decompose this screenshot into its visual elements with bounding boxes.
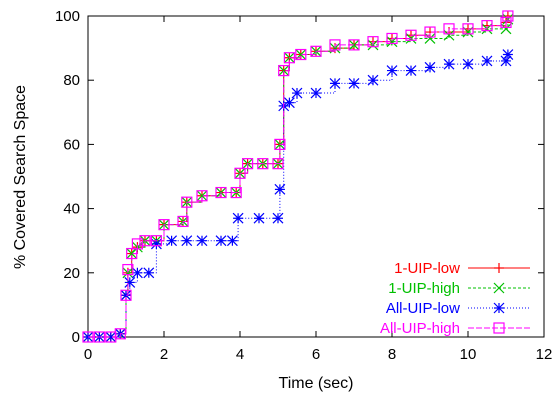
data-point xyxy=(283,52,295,64)
data-point xyxy=(462,23,474,35)
series-2 xyxy=(82,49,514,343)
data-point xyxy=(329,39,341,51)
axis-ticks: 0 2 4 6 8 10 12 0 20 40 60 80 100 xyxy=(55,8,552,363)
data-point xyxy=(257,158,269,170)
legend-marker xyxy=(493,322,505,334)
x-tick-label: 10 xyxy=(460,346,477,363)
data-point xyxy=(278,64,290,77)
series-layer xyxy=(82,10,514,343)
data-point xyxy=(367,74,379,86)
data-point xyxy=(424,61,436,73)
data-point xyxy=(150,238,162,250)
y-tick-label: 0 xyxy=(72,329,80,346)
data-point xyxy=(481,20,493,32)
data-point xyxy=(310,45,322,57)
data-point xyxy=(500,23,512,35)
data-point xyxy=(120,289,132,301)
legend-label: All-UIP-high xyxy=(380,320,460,337)
x-tick-label: 2 xyxy=(160,346,168,363)
series-line xyxy=(88,16,509,338)
data-point xyxy=(253,212,265,224)
data-point xyxy=(158,219,170,231)
data-point xyxy=(443,23,455,35)
data-point xyxy=(386,65,398,76)
data-point xyxy=(405,29,417,41)
data-point xyxy=(196,235,208,247)
data-point xyxy=(196,190,208,202)
data-point xyxy=(215,186,227,199)
data-point xyxy=(310,87,322,99)
data-point xyxy=(181,235,193,247)
data-point xyxy=(405,65,417,76)
data-point xyxy=(114,328,126,340)
data-point xyxy=(348,39,360,51)
data-point xyxy=(105,331,117,343)
data-point xyxy=(196,190,208,202)
x-tick-label: 0 xyxy=(84,346,92,363)
data-point xyxy=(120,289,132,301)
legend-marker xyxy=(493,282,505,294)
data-point xyxy=(462,58,474,70)
data-point xyxy=(291,87,303,99)
x-tick-label: 6 xyxy=(312,346,320,363)
data-point xyxy=(443,29,455,41)
data-point xyxy=(82,331,94,343)
data-point xyxy=(481,55,493,67)
y-axis-title: % Covered Search Space xyxy=(12,85,29,269)
data-point xyxy=(226,235,238,247)
data-point xyxy=(177,215,189,228)
data-point xyxy=(278,65,290,76)
y-tick-label: 40 xyxy=(63,201,80,218)
data-point xyxy=(272,212,284,224)
data-point xyxy=(234,167,246,179)
y-tick-label: 100 xyxy=(55,8,80,25)
y-tick-label: 20 xyxy=(63,265,80,282)
data-point xyxy=(139,235,151,247)
data-point xyxy=(443,58,455,70)
legend-label: 1-UIP-low xyxy=(394,260,460,277)
data-point xyxy=(348,39,360,51)
x-tick-label: 8 xyxy=(388,346,396,363)
data-point xyxy=(329,77,341,89)
data-point xyxy=(274,138,286,150)
y-tick-label: 60 xyxy=(63,136,80,153)
x-axis-title: Time (sec) xyxy=(279,375,354,392)
data-point xyxy=(131,238,143,250)
data-point xyxy=(215,235,227,247)
data-point xyxy=(348,77,360,89)
data-point xyxy=(502,49,514,60)
legend: 1-UIP-low 1-UIP-high All-UIP-low All-UIP-hi… xyxy=(380,260,530,337)
data-point xyxy=(500,16,512,29)
x-tick-label: 4 xyxy=(236,346,244,363)
data-point xyxy=(274,183,286,195)
data-point xyxy=(230,186,242,199)
data-point xyxy=(131,267,143,279)
data-point xyxy=(166,235,178,247)
data-point xyxy=(283,97,295,109)
data-point xyxy=(502,10,514,22)
data-point xyxy=(150,235,162,247)
legend-marker xyxy=(493,302,505,314)
legend-label: 1-UIP-high xyxy=(388,280,460,297)
legend-label: All-UIP-low xyxy=(386,300,460,317)
data-point xyxy=(367,36,379,48)
series-3 xyxy=(82,10,514,343)
data-point xyxy=(126,247,138,260)
data-point xyxy=(122,263,134,276)
data-point xyxy=(242,158,254,170)
data-point xyxy=(143,267,155,279)
data-point xyxy=(181,196,193,208)
data-point xyxy=(93,331,106,343)
y-tick-label: 80 xyxy=(63,72,80,89)
data-point xyxy=(386,32,398,45)
data-point xyxy=(124,277,136,288)
data-point xyxy=(232,212,244,224)
data-point xyxy=(500,55,512,67)
x-tick-label: 12 xyxy=(536,346,553,363)
data-point xyxy=(295,48,307,61)
data-point xyxy=(424,26,436,38)
data-point xyxy=(272,158,284,170)
legend-marker xyxy=(494,263,504,273)
